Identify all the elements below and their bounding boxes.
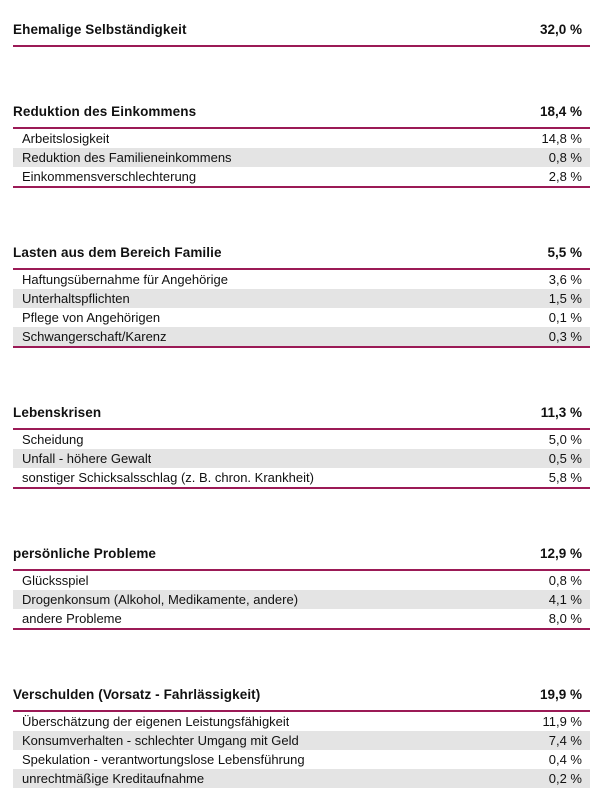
section-title: Verschulden (Vorsatz - Fahrlässigkeit) (13, 687, 261, 702)
row-label: Schwangerschaft/Karenz (22, 329, 167, 344)
section-total-value: 18,4 % (539, 104, 582, 119)
bottom-rule (13, 487, 590, 489)
bottom-rule (13, 628, 590, 630)
section-rows: Arbeitslosigkeit 14,8 % Reduktion des Fa… (13, 129, 590, 186)
table-row: Konsumverhalten - schlechter Umgang mit … (13, 731, 590, 750)
table-row: Glücksspiel 0,8 % (13, 571, 590, 590)
section-title: Lebenskrisen (13, 405, 102, 420)
table-row: Haftungsübernahme für Angehörige 3,6 % (13, 270, 590, 289)
row-value: 0,8 % (548, 573, 582, 588)
section-header: persönliche Probleme 12,9 % (13, 547, 590, 561)
table-row: andere Probleme 8,0 % (13, 609, 590, 628)
section: Verschulden (Vorsatz - Fahrlässigkeit) 1… (13, 688, 590, 788)
section: Ehemalige Selbständigkeit 32,0 % (13, 23, 590, 47)
row-label: Drogenkonsum (Alkohol, Medikamente, ande… (22, 592, 299, 607)
table-row: Arbeitslosigkeit 14,8 % (13, 129, 590, 148)
row-value: 0,4 % (548, 752, 582, 767)
header-rule (13, 127, 590, 129)
row-value: 4,1 % (548, 592, 582, 607)
section-title: Reduktion des Einkommens (13, 104, 197, 119)
bottom-rule (13, 346, 590, 348)
table-row: Pflege von Angehörigen 0,1 % (13, 308, 590, 327)
row-label: Reduktion des Familieneinkommens (22, 150, 232, 165)
section-header: Reduktion des Einkommens 18,4 % (13, 105, 590, 119)
table-row: Spekulation - verantwortungslose Lebensf… (13, 750, 590, 769)
header-rule (13, 268, 590, 270)
row-label: Konsumverhalten - schlechter Umgang mit … (22, 733, 299, 748)
section-header: Verschulden (Vorsatz - Fahrlässigkeit) 1… (13, 688, 590, 702)
section-total-value: 5,5 % (547, 245, 582, 260)
row-value: 14,8 % (541, 131, 582, 146)
insolvency-causes-report: Ehemalige Selbständigkeit 32,0 % Redukti… (13, 23, 590, 788)
row-label: andere Probleme (22, 611, 122, 626)
row-value: 0,5 % (548, 451, 582, 466)
table-row: Scheidung 5,0 % (13, 430, 590, 449)
table-row: Reduktion des Familieneinkommens 0,8 % (13, 148, 590, 167)
section-title: persönliche Probleme (13, 546, 157, 561)
row-label: Arbeitslosigkeit (22, 131, 110, 146)
table-row: sonstiger Schicksalsschlag (z. B. chron.… (13, 468, 590, 487)
section-header: Ehemalige Selbständigkeit 32,0 % (13, 23, 590, 37)
section: Reduktion des Einkommens 18,4 % Arbeitsl… (13, 105, 590, 188)
row-label: Überschätzung der eigenen Leistungsfähig… (22, 714, 290, 729)
header-rule (13, 710, 590, 712)
row-value: 5,0 % (548, 432, 582, 447)
row-label: Spekulation - verantwortungslose Lebensf… (22, 752, 305, 767)
table-row: Drogenkonsum (Alkohol, Medikamente, ande… (13, 590, 590, 609)
row-value: 1,5 % (548, 291, 582, 306)
section: persönliche Probleme 12,9 % Glücksspiel … (13, 547, 590, 630)
section-rows: Überschätzung der eigenen Leistungsfähig… (13, 712, 590, 788)
header-rule (13, 428, 590, 430)
row-value: 0,2 % (548, 771, 582, 786)
bottom-rule (13, 186, 590, 188)
section-header: Lasten aus dem Bereich Familie 5,5 % (13, 246, 590, 260)
section: Lebenskrisen 11,3 % Scheidung 5,0 % Unfa… (13, 406, 590, 489)
section-total-value: 11,3 % (540, 405, 582, 420)
row-label: Pflege von Angehörigen (22, 310, 161, 325)
row-label: Unfall - höhere Gewalt (22, 451, 152, 466)
row-value: 11,9 % (542, 714, 582, 729)
row-label: Scheidung (22, 432, 84, 447)
section-title: Ehemalige Selbständigkeit (13, 22, 187, 37)
section-total-value: 32,0 % (539, 22, 582, 37)
row-value: 0,1 % (548, 310, 582, 325)
section: Lasten aus dem Bereich Familie 5,5 % Haf… (13, 246, 590, 348)
section-header: Lebenskrisen 11,3 % (13, 406, 590, 420)
row-label: unrechtmäßige Kreditaufnahme (22, 771, 205, 786)
row-label: Einkommensverschlechterung (22, 169, 197, 184)
row-value: 5,8 % (548, 470, 582, 485)
section-total-value: 19,9 % (539, 687, 582, 702)
table-row: Unterhaltspflichten 1,5 % (13, 289, 590, 308)
section-total-value: 12,9 % (539, 546, 582, 561)
table-row: unrechtmäßige Kreditaufnahme 0,2 % (13, 769, 590, 788)
header-rule (13, 569, 590, 571)
row-label: Haftungsübernahme für Angehörige (22, 272, 228, 287)
section-rows: Glücksspiel 0,8 % Drogenkonsum (Alkohol,… (13, 571, 590, 628)
table-row: Unfall - höhere Gewalt 0,5 % (13, 449, 590, 468)
table-row: Überschätzung der eigenen Leistungsfähig… (13, 712, 590, 731)
table-row: Schwangerschaft/Karenz 0,3 % (13, 327, 590, 346)
row-value: 0,8 % (548, 150, 582, 165)
row-value: 8,0 % (548, 611, 582, 626)
section-rows: Scheidung 5,0 % Unfall - höhere Gewalt 0… (13, 430, 590, 487)
section-rows: Haftungsübernahme für Angehörige 3,6 % U… (13, 270, 590, 346)
section-title: Lasten aus dem Bereich Familie (13, 245, 222, 260)
row-value: 2,8 % (548, 169, 582, 184)
row-value: 3,6 % (548, 272, 582, 287)
table-row: Einkommensverschlechterung 2,8 % (13, 167, 590, 186)
header-rule (13, 45, 590, 47)
row-value: 7,4 % (548, 733, 582, 748)
row-label: Glücksspiel (22, 573, 89, 588)
row-value: 0,3 % (548, 329, 582, 344)
row-label: Unterhaltspflichten (22, 291, 130, 306)
row-label: sonstiger Schicksalsschlag (z. B. chron.… (22, 470, 314, 485)
